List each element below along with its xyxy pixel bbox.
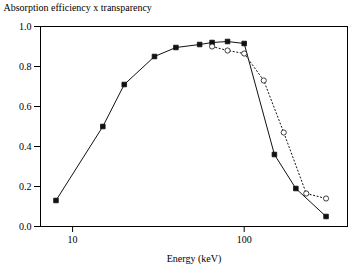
svg-text:0.6: 0.6	[19, 101, 32, 112]
svg-text:0.2: 0.2	[19, 181, 32, 192]
svg-text:10: 10	[68, 234, 78, 245]
svg-text:0.8: 0.8	[19, 61, 32, 72]
svg-text:0.4: 0.4	[19, 141, 32, 152]
svg-text:Absorption efficiency x transp: Absorption efficiency x transparency	[4, 2, 152, 13]
svg-text:1.0: 1.0	[19, 21, 32, 32]
svg-text:0.0: 0.0	[19, 221, 32, 232]
svg-text:100: 100	[237, 234, 252, 245]
svg-text:Energy (keV): Energy (keV)	[167, 253, 222, 264]
